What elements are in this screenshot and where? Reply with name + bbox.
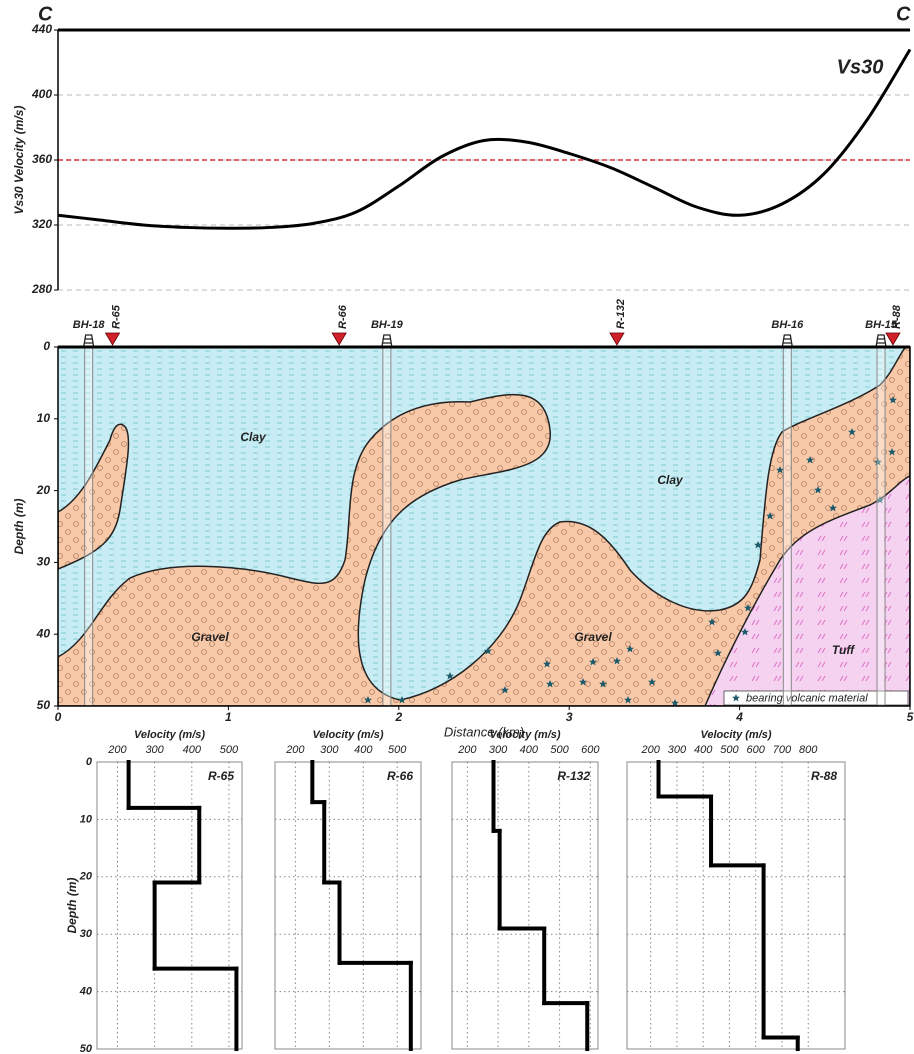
vs30-panel: C C Vs30 Velocity (m/s) Vs30 — [12, 3, 911, 214]
x-tick-label: 700 — [773, 744, 792, 756]
y-tick-label: 20 — [36, 483, 51, 497]
layer-label: Clay — [240, 430, 267, 444]
panel-title: Velocity (m/s) — [312, 729, 383, 741]
borehole-icon — [782, 335, 792, 347]
sounding-label: R-132 — [615, 299, 627, 329]
y-tick-label: 320 — [32, 217, 52, 231]
panel-frame — [452, 762, 598, 1049]
x-tick-label: 500 — [550, 744, 569, 756]
borehole — [383, 347, 391, 706]
x-tick-label: 300 — [668, 744, 687, 756]
sounding-marker — [886, 333, 900, 345]
borehole — [783, 347, 791, 706]
vs30-line — [58, 50, 910, 229]
y-axis-label: Depth (m) — [65, 878, 79, 934]
x-tick-label: 5 — [907, 710, 914, 724]
sounding-marker — [332, 333, 346, 345]
x-tick-label: 4 — [735, 710, 743, 724]
borehole — [85, 347, 93, 706]
y-tick-label: 50 — [37, 698, 51, 712]
borehole-icon — [84, 335, 94, 347]
panel-name: R-132 — [557, 769, 590, 783]
x-tick-label: 500 — [720, 744, 739, 756]
layer-label: Gravel — [574, 630, 612, 644]
series-label: Vs30 — [837, 56, 884, 78]
x-tick-label: 600 — [581, 744, 600, 756]
x-tick-label: 3 — [566, 710, 573, 724]
x-tick-label: 300 — [489, 744, 508, 756]
y-tick-label: 20 — [79, 871, 93, 883]
layer-label: Tuff — [832, 643, 855, 657]
x-tick-label: 0 — [55, 710, 62, 724]
y-tick-label: 40 — [36, 626, 51, 640]
panel-title: Velocity (m/s) — [134, 729, 205, 741]
x-tick-label: 2 — [394, 710, 402, 724]
x-tick-label: 300 — [145, 744, 164, 756]
y-tick-label: 0 — [86, 756, 93, 768]
panel-name: R-88 — [811, 769, 837, 783]
panel-name: R-65 — [208, 769, 234, 783]
section-label: C — [896, 3, 911, 25]
x-tick-label: 400 — [520, 744, 539, 756]
panel-frame — [627, 762, 845, 1049]
y-tick-label: 10 — [80, 813, 93, 825]
borehole-icon — [382, 335, 392, 347]
y-tick-label: 360 — [32, 152, 52, 166]
borehole-icon — [876, 335, 886, 347]
legend-label: bearing volcanic material — [746, 692, 868, 704]
layer-label: Clay — [657, 473, 684, 487]
panel-name: R-66 — [387, 769, 413, 783]
x-tick-label: 600 — [747, 744, 766, 756]
y-tick-label: 30 — [80, 928, 93, 940]
sounding-marker — [106, 333, 120, 345]
x-tick-label: 500 — [388, 744, 407, 756]
panel-title: Velocity (m/s) — [489, 729, 560, 741]
y-tick-label: 280 — [31, 282, 52, 296]
panel-frame — [275, 762, 421, 1049]
layers — [58, 343, 910, 707]
layer-label: Gravel — [191, 630, 229, 644]
x-tick-label: 200 — [640, 744, 660, 756]
y-tick-label: 0 — [43, 339, 50, 353]
sounding-label: R-88 — [891, 304, 903, 329]
x-tick-label: 400 — [183, 744, 202, 756]
sounding-marker — [610, 333, 624, 345]
y-tick-label: 400 — [31, 87, 52, 101]
sounding-label: R-65 — [110, 304, 122, 329]
y-tick-label: 50 — [80, 1043, 93, 1054]
x-tick-label: 1 — [225, 710, 232, 724]
y-tick-label: 10 — [37, 411, 51, 425]
figure: C C Vs30 Velocity (m/s) Vs30 Clay Clay G… — [0, 0, 914, 1054]
x-tick-label: 300 — [320, 744, 339, 756]
x-tick-label: 200 — [457, 744, 477, 756]
y-tick-label: 30 — [37, 555, 51, 569]
y-axis-label: Vs30 Velocity (m/s) — [12, 106, 26, 215]
borehole — [877, 347, 885, 706]
panel-title: Velocity (m/s) — [700, 729, 771, 741]
borehole-label: BH-18 — [73, 319, 106, 331]
borehole-label: BH-19 — [371, 319, 404, 331]
y-tick-label: 440 — [31, 22, 52, 36]
y-tick-label: 40 — [79, 986, 93, 998]
cross-section: Clay Clay Gravel Gravel Tuff bearing vol… — [12, 299, 913, 739]
x-tick-label: 500 — [220, 744, 239, 756]
y-axis-label: Depth (m) — [12, 499, 26, 555]
x-tick-label: 400 — [694, 744, 713, 756]
x-tick-label: 200 — [107, 744, 127, 756]
x-tick-label: 400 — [354, 744, 373, 756]
x-tick-label: 800 — [799, 744, 818, 756]
sounding-label: R-66 — [337, 304, 349, 329]
panel-frame — [97, 762, 242, 1049]
x-tick-label: 200 — [285, 744, 305, 756]
borehole-label: BH-16 — [771, 319, 804, 331]
